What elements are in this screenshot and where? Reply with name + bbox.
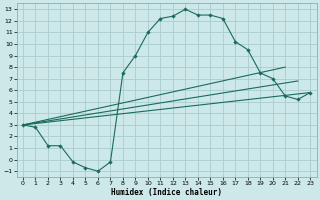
X-axis label: Humidex (Indice chaleur): Humidex (Indice chaleur)	[111, 188, 222, 197]
